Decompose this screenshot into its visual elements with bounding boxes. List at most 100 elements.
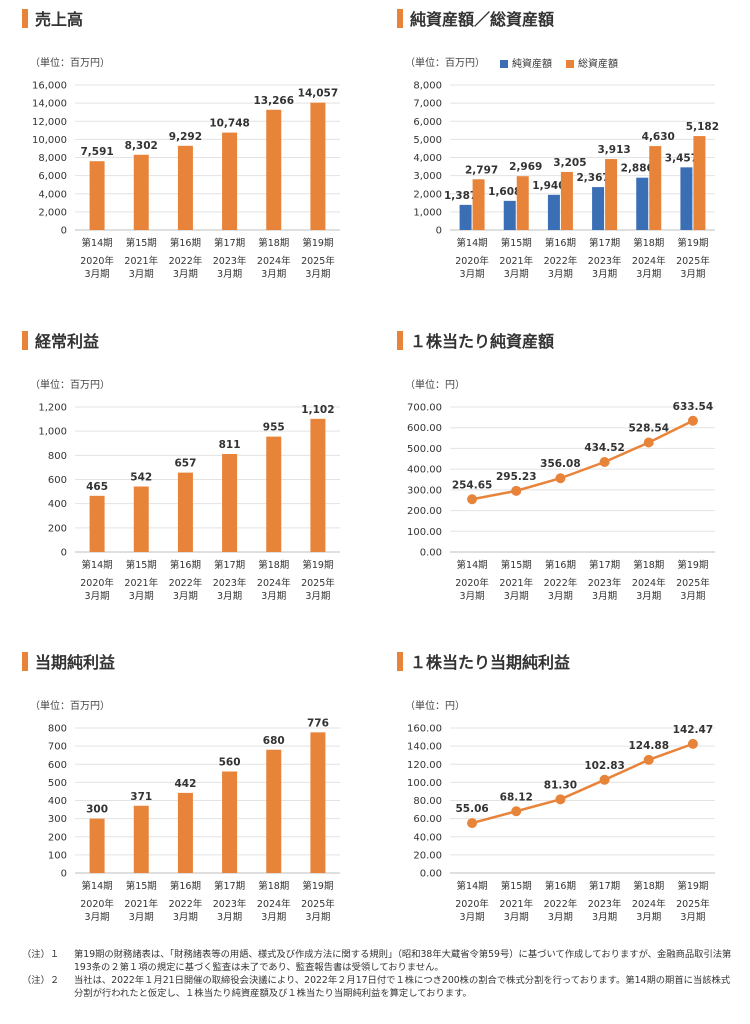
x-tick-sublabel: 2021年 bbox=[124, 255, 158, 267]
data-label: 142.47 bbox=[673, 724, 714, 736]
data-label: 356.08 bbox=[540, 458, 581, 470]
bar bbox=[266, 436, 282, 552]
x-tick-sublabel: 2024年 bbox=[257, 898, 291, 910]
x-tick-label: 第18期 bbox=[633, 237, 664, 249]
data-label: 68.12 bbox=[500, 791, 533, 803]
chart-panel-bps: １株当たり純資産額 （単位：円） 0.00 100.00 200.00 300.00 4… bbox=[375, 322, 750, 637]
x-tick-label: 第15期 bbox=[501, 559, 532, 571]
x-tick-sublabel: 2022年 bbox=[544, 255, 578, 267]
chart-title-text: 売上高 bbox=[35, 10, 84, 29]
y-tick-label: 800 bbox=[48, 451, 67, 462]
x-tick-sublabel: 2022年 bbox=[169, 898, 203, 910]
bar bbox=[649, 146, 662, 230]
y-tick-label: 0 bbox=[436, 226, 442, 237]
chart-title-text: 純資産額／総資産額 bbox=[410, 10, 555, 29]
title-accent-bar bbox=[397, 330, 403, 350]
y-tick-label: 4,000 bbox=[413, 153, 442, 164]
bar bbox=[310, 732, 326, 873]
x-tick-sublabel: 2022年 bbox=[169, 255, 203, 267]
unit-label: （単位：百万円） bbox=[30, 701, 110, 712]
data-point bbox=[643, 754, 654, 765]
x-tick-sublabel: 2021年 bbox=[499, 577, 533, 589]
chart-svg: 0.00 100.00 200.00 300.00 400.00 500.00 600.00… bbox=[407, 401, 715, 602]
x-tick-sublabel: 2023年 bbox=[213, 577, 247, 589]
bar bbox=[547, 194, 560, 230]
data-label: 102.83 bbox=[584, 760, 625, 772]
x-tick-sublabel: 3月期 bbox=[680, 591, 705, 602]
legend-swatch bbox=[566, 60, 574, 68]
bar bbox=[222, 454, 238, 552]
bar bbox=[560, 171, 573, 230]
x-tick-label: 第14期 bbox=[82, 237, 113, 249]
x-tick-sublabel: 2021年 bbox=[499, 255, 533, 267]
x-tick-label: 第15期 bbox=[126, 559, 157, 571]
y-tick-label: 200 bbox=[48, 832, 67, 843]
x-tick-sublabel: 2025年 bbox=[676, 898, 710, 910]
x-tick-sublabel: 3月期 bbox=[85, 269, 110, 280]
data-label: 14,057 bbox=[298, 88, 339, 100]
bar bbox=[310, 102, 326, 230]
legend-item-net-assets: 純資産額 bbox=[500, 55, 552, 70]
y-tick-label: 4,000 bbox=[38, 189, 67, 200]
y-tick-label: 40.00 bbox=[413, 832, 442, 843]
y-tick-label: 1,000 bbox=[413, 207, 442, 218]
x-tick-sublabel: 3月期 bbox=[129, 269, 154, 280]
data-label: 3,457 bbox=[665, 152, 698, 164]
unit-label: （単位：百万円） bbox=[30, 58, 110, 69]
y-tick-label: 2,000 bbox=[38, 207, 67, 218]
y-tick-label: 600 bbox=[48, 475, 67, 486]
bar bbox=[503, 200, 516, 230]
x-tick-sublabel: 3月期 bbox=[261, 912, 286, 923]
x-tick-sublabel: 2025年 bbox=[676, 255, 710, 267]
data-label: 776 bbox=[307, 717, 329, 729]
data-point bbox=[467, 494, 478, 505]
y-tick-label: 5,000 bbox=[413, 135, 442, 146]
bar bbox=[310, 418, 326, 552]
data-point bbox=[555, 473, 566, 484]
x-tick-sublabel: 2020年 bbox=[455, 898, 489, 910]
data-label: 955 bbox=[263, 422, 285, 434]
title-accent-bar bbox=[397, 8, 403, 28]
y-tick-label: 100 bbox=[48, 850, 67, 861]
y-tick-label: 16,000 bbox=[32, 81, 67, 92]
data-label: 1,940 bbox=[532, 180, 565, 192]
x-tick-sublabel: 2024年 bbox=[632, 577, 666, 589]
bar bbox=[459, 204, 472, 230]
data-label: 2,969 bbox=[509, 161, 542, 173]
chart-title: １株当たり純資産額 bbox=[397, 330, 554, 351]
x-tick-sublabel: 3月期 bbox=[460, 591, 485, 602]
data-label: 300 bbox=[86, 804, 108, 816]
x-tick-sublabel: 3月期 bbox=[636, 269, 661, 280]
chart-panel-sales: 売上高 （単位：百万円） 0 2,000 4,000 6,000 8,000 10,000… bbox=[0, 0, 375, 315]
x-tick-sublabel: 2024年 bbox=[632, 898, 666, 910]
x-tick-sublabel: 3月期 bbox=[592, 591, 617, 602]
x-tick-label: 第17期 bbox=[589, 237, 620, 249]
bar bbox=[680, 167, 693, 230]
x-tick-label: 第14期 bbox=[457, 559, 488, 571]
x-tick-sublabel: 2025年 bbox=[301, 255, 335, 267]
bar bbox=[222, 771, 238, 873]
x-tick-sublabel: 3月期 bbox=[636, 912, 661, 923]
chart-title: 当期純利益 bbox=[22, 651, 115, 672]
data-label: 2,886 bbox=[621, 163, 654, 175]
x-tick-sublabel: 3月期 bbox=[305, 269, 330, 280]
x-tick-sublabel: 3月期 bbox=[636, 591, 661, 602]
y-tick-label: 1,000 bbox=[38, 427, 67, 438]
x-tick-sublabel: 2023年 bbox=[588, 577, 622, 589]
data-label: 1,102 bbox=[301, 404, 334, 416]
unit-label: （単位：百万円） bbox=[30, 380, 110, 391]
x-tick-sublabel: 3月期 bbox=[85, 591, 110, 602]
x-tick-sublabel: 2020年 bbox=[80, 898, 114, 910]
x-tick-sublabel: 3月期 bbox=[504, 269, 529, 280]
bar bbox=[177, 472, 193, 552]
x-tick-sublabel: 3月期 bbox=[261, 591, 286, 602]
x-tick-label: 第14期 bbox=[457, 237, 488, 249]
data-point bbox=[511, 806, 522, 817]
bar bbox=[177, 145, 193, 230]
x-tick-sublabel: 2022年 bbox=[544, 577, 578, 589]
footnote-2: （注）２ 当社は、2022年１月21日開催の取締役会決議により、2022年２月1… bbox=[22, 974, 737, 1000]
y-tick-label: 300 bbox=[48, 814, 67, 825]
x-tick-label: 第17期 bbox=[214, 880, 245, 892]
chart-svg: 0 200 400 600 800 1,000 1,200 第14期 2020年 3月期 第15期 2… bbox=[38, 403, 340, 602]
x-tick-label: 第16期 bbox=[545, 237, 576, 249]
